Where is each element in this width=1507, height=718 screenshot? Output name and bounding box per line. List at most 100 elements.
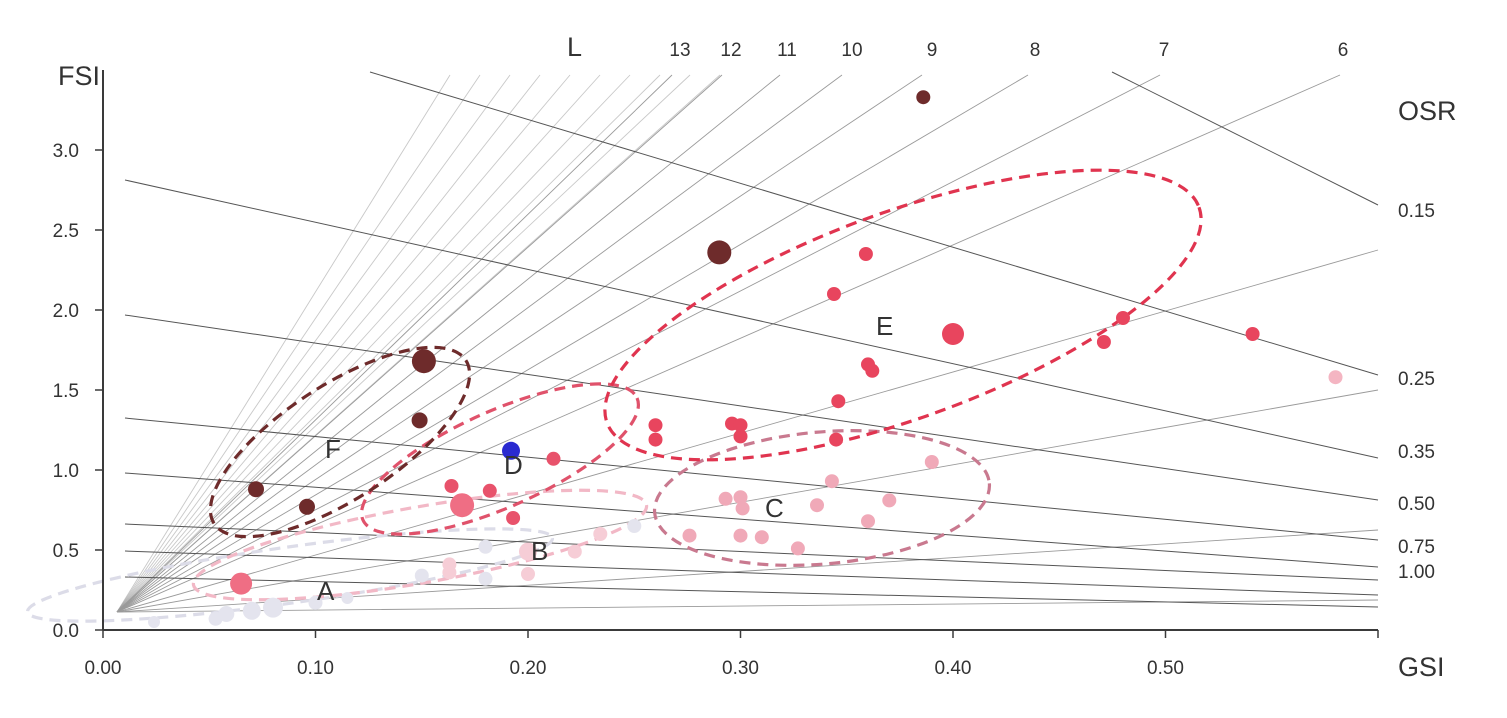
labels-group: FSI GSI L 13 12 11 10 9 8 7 6 OSR 0.15 0.25 0.35 0.50 0.… — [58, 32, 1457, 682]
x-tick-label: 0.50 — [1147, 658, 1184, 679]
data-point-8 — [827, 287, 841, 301]
region-f-label: F — [325, 434, 341, 464]
region-d-label: D — [504, 450, 523, 480]
l-line-fine-1 — [116, 74, 481, 613]
l-line-label: 6 — [1338, 40, 1349, 61]
data-point-45 — [442, 565, 457, 580]
l-line-fine-0 — [116, 74, 451, 613]
l-line-fine-7 — [116, 74, 661, 613]
osr-line-label: 0.35 — [1398, 442, 1435, 463]
data-point-30 — [882, 493, 897, 508]
osr-line-label: 0.75 — [1398, 537, 1435, 558]
osr-line-label: 0.50 — [1398, 494, 1435, 515]
data-point-7 — [858, 247, 873, 261]
data-point-25 — [450, 493, 475, 518]
l-line-label: 11 — [777, 40, 797, 61]
data-point-2 — [411, 349, 436, 374]
l-lines-group — [116, 74, 1379, 613]
data-point-12 — [831, 394, 846, 409]
data-point-39 — [790, 541, 805, 556]
x-tick-label: 0.00 — [85, 658, 122, 679]
y-tick-label: 0.0 — [53, 621, 79, 642]
data-point-3 — [411, 412, 428, 429]
y-axis-title: FSI — [58, 61, 100, 91]
data-point-4 — [248, 481, 264, 498]
l-line-6 — [116, 74, 1161, 613]
osr-line-2 — [124, 314, 1379, 501]
l-line-7 — [116, 74, 1341, 613]
l-line-label: 8 — [1030, 40, 1041, 61]
y-tick-label: 2.0 — [53, 301, 79, 322]
region-c-outline — [652, 429, 992, 567]
osr-line-8 — [1111, 71, 1379, 206]
y-tick-label: 1.5 — [53, 381, 79, 402]
region-a-label: A — [317, 576, 335, 606]
osr-line-6 — [124, 550, 1379, 596]
osr-line-5 — [124, 523, 1379, 581]
l-line-5 — [116, 74, 1029, 613]
data-point-41 — [567, 544, 582, 559]
region-a-outline — [25, 527, 555, 623]
l-line-3 — [116, 74, 843, 613]
axes-group: 0.00 0.10 0.20 0.30 0.40 0.50 0.0 0.5 1.0 1.5 2.0 2… — [53, 70, 1379, 679]
osr-line-1 — [124, 179, 1379, 459]
data-point-15 — [1245, 327, 1260, 341]
data-point-51 — [263, 597, 283, 618]
data-point-46 — [627, 519, 642, 533]
data-point-21 — [829, 432, 844, 447]
data-point-16 — [648, 418, 663, 433]
x-tick-label: 0.30 — [722, 658, 759, 679]
data-point-54 — [208, 611, 223, 626]
data-point-42 — [519, 542, 537, 561]
data-point-32 — [733, 490, 748, 505]
osr-line-label: 1.00 — [1398, 562, 1435, 583]
osr-line-3 — [124, 417, 1379, 541]
data-point-56 — [341, 592, 354, 604]
l-line-fine-3 — [116, 74, 541, 613]
data-point-22 — [546, 451, 561, 466]
l-line-fine-2 — [116, 74, 511, 613]
data-point-43 — [521, 567, 535, 581]
x-tick-label: 0.10 — [297, 658, 334, 679]
data-point-37 — [733, 528, 748, 543]
data-point-23 — [444, 479, 459, 493]
region-c-label: C — [765, 493, 784, 523]
points-group — [148, 90, 1343, 628]
data-point-20 — [733, 429, 748, 444]
osr-line-label: 0.15 — [1398, 201, 1435, 222]
data-point-13 — [1116, 311, 1130, 325]
data-point-5 — [299, 498, 315, 515]
data-point-31 — [718, 491, 733, 506]
y-tick-label: 0.5 — [53, 541, 79, 562]
data-point-49 — [478, 571, 493, 586]
data-point-36 — [682, 528, 697, 543]
data-point-28 — [924, 455, 939, 469]
data-point-1 — [707, 240, 732, 265]
x-tick-label: 0.20 — [510, 658, 547, 679]
data-point-24 — [482, 483, 497, 498]
l-line-fine-5 — [116, 74, 601, 613]
data-point-14 — [1096, 335, 1111, 349]
data-point-34 — [810, 498, 824, 513]
l-line-8 — [116, 249, 1379, 613]
l-line-label: 7 — [1159, 40, 1170, 61]
x-axis-title: GSI — [1398, 652, 1445, 682]
osr-line-label: 0.25 — [1398, 369, 1435, 390]
data-point-19 — [733, 418, 748, 433]
osr-lines-title: OSR — [1398, 96, 1457, 126]
l-line-fine-9 — [116, 74, 721, 613]
osr-line-0 — [369, 71, 1379, 376]
l-line-0 — [116, 74, 673, 613]
y-tick-label: 3.0 — [53, 141, 79, 162]
osr-line-7 — [124, 576, 1379, 608]
l-line-4 — [116, 74, 923, 613]
region-e-outline — [603, 168, 1203, 462]
y-tick-label: 2.5 — [53, 221, 79, 242]
region-f-outline — [208, 345, 472, 539]
data-point-29 — [824, 474, 839, 489]
data-point-57 — [148, 616, 160, 628]
region-e-label: E — [876, 311, 893, 341]
osr-line-4 — [124, 472, 1379, 568]
region-b-label: B — [531, 536, 548, 566]
